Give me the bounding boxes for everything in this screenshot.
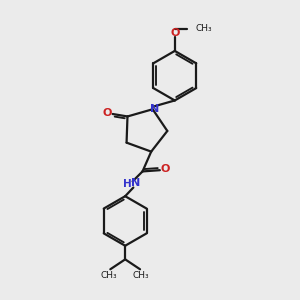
Text: N: N: [150, 104, 159, 114]
Text: O: O: [170, 28, 179, 38]
Text: CH₃: CH₃: [196, 24, 212, 33]
Text: CH₃: CH₃: [133, 271, 150, 280]
Text: CH₃: CH₃: [101, 271, 117, 280]
Text: O: O: [160, 164, 170, 174]
Text: H: H: [123, 179, 132, 189]
Text: O: O: [103, 108, 112, 118]
Text: N: N: [131, 178, 140, 188]
